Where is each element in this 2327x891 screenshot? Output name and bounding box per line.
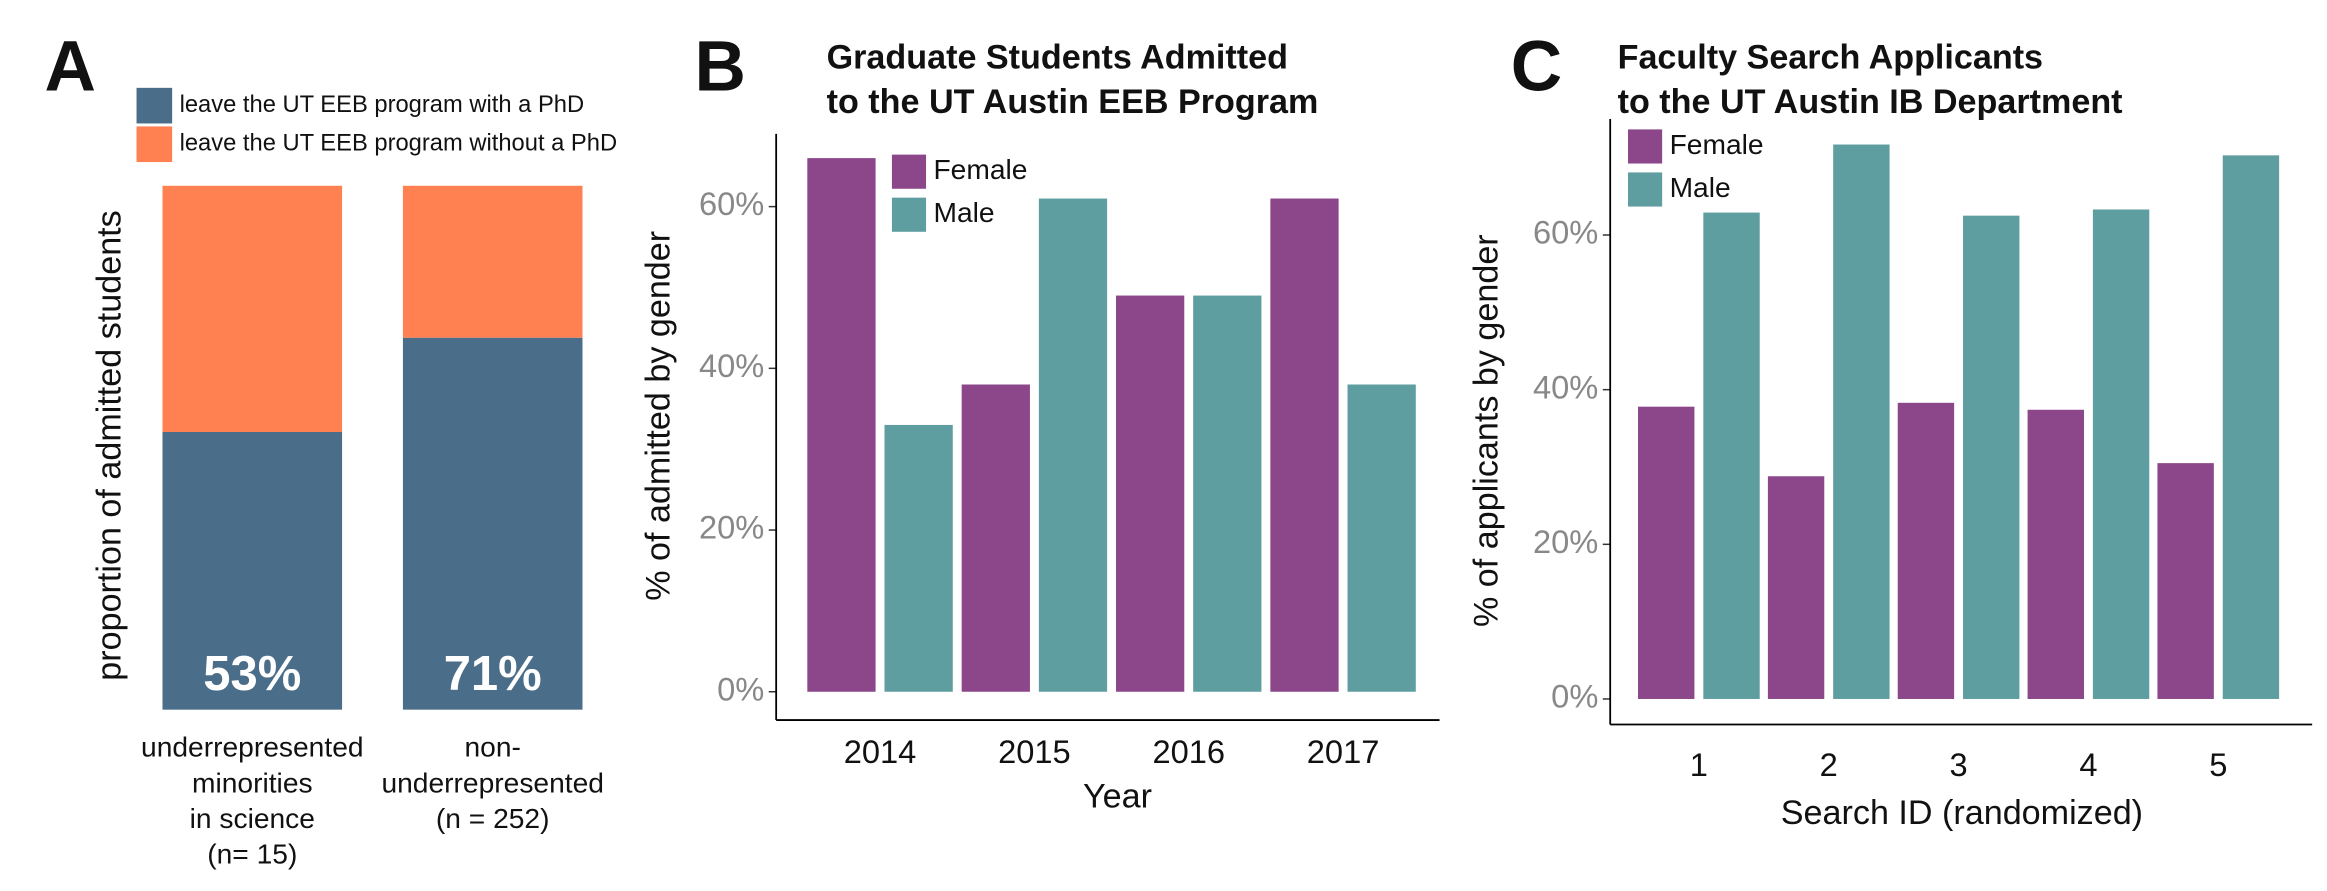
y-tick-label: 40% (699, 347, 764, 384)
legend-label: Male (933, 196, 994, 228)
legend-swatch (136, 87, 173, 124)
bar-segment (162, 185, 343, 433)
x-tick-label: 1 (1690, 746, 1708, 783)
chart-title: Faculty Search Applicants to the UT Austi… (1618, 39, 2123, 122)
panel-label: C (1511, 27, 1562, 106)
x-tick-label: 5 (2209, 746, 2227, 783)
bar (1833, 144, 1890, 699)
x-tick-label: 2017 (1307, 733, 1380, 770)
chart-title: Graduate Students Admitted to the UT Aust… (827, 39, 1319, 122)
bar (2157, 463, 2214, 699)
legend-label: leave the UT EEB program with a PhD (180, 92, 585, 118)
bar (1897, 402, 1955, 699)
legend-swatch (891, 197, 927, 232)
y-axis-title: % of admitted by gender (639, 231, 677, 601)
x-tick-label: 4 (2079, 746, 2097, 783)
bar (1193, 295, 1262, 692)
bar (884, 424, 953, 692)
legend-swatch (1628, 172, 1663, 207)
x-tick-label: 2015 (998, 733, 1071, 770)
x-tick-label: 2 (1820, 746, 1838, 783)
legend-swatch (136, 126, 173, 163)
bar (1767, 476, 1825, 699)
bar (1703, 212, 1760, 699)
legend-label: Female (933, 153, 1027, 185)
legend-label: Male (1670, 171, 1731, 203)
x-tick-label: 2016 (1152, 733, 1225, 770)
value-label: 53% (203, 647, 301, 701)
panel-label: B (695, 27, 746, 106)
bar (2222, 155, 2280, 699)
panel-label: A (45, 27, 96, 106)
legend-swatch (891, 154, 927, 189)
x-axis-title: Year (1083, 778, 1152, 816)
bar-segment (402, 185, 583, 338)
x-tick-label: 3 (1950, 746, 1968, 783)
x-tick-label: non-underrepresented (n = 252) (381, 731, 604, 834)
bar-segment (402, 337, 583, 710)
bar (1963, 215, 2020, 699)
legend-label: Female (1670, 128, 1764, 160)
y-axis-title: % of applicants by gender (1468, 234, 1506, 627)
bar (1116, 295, 1185, 692)
bar (1638, 406, 1695, 699)
bar-segment (162, 432, 343, 710)
bar (1347, 384, 1416, 692)
value-label: 71% (444, 647, 542, 701)
x-tick-label: underrepresented minorities in science (n= … (141, 731, 364, 870)
bar (2092, 209, 2150, 699)
y-tick-label: 40% (1533, 368, 1598, 405)
bar (2027, 409, 2084, 699)
legend-swatch (1628, 129, 1663, 164)
y-tick-label: 60% (1533, 214, 1598, 251)
y-tick-label: 20% (699, 509, 764, 546)
bar (961, 384, 1030, 692)
bar (1038, 198, 1108, 692)
y-axis-title: proportion of admitted students (90, 210, 128, 680)
bar (807, 158, 876, 692)
y-tick-label: 20% (1533, 523, 1598, 560)
x-tick-label: 2014 (844, 733, 917, 770)
x-axis-title: Search ID (randomized) (1781, 794, 2143, 832)
legend-label: leave the UT EEB program without a PhD (180, 131, 618, 157)
y-tick-label: 0% (717, 670, 764, 707)
y-tick-label: 60% (699, 185, 764, 222)
y-tick-label: 0% (1551, 678, 1598, 715)
bar (1270, 198, 1339, 692)
